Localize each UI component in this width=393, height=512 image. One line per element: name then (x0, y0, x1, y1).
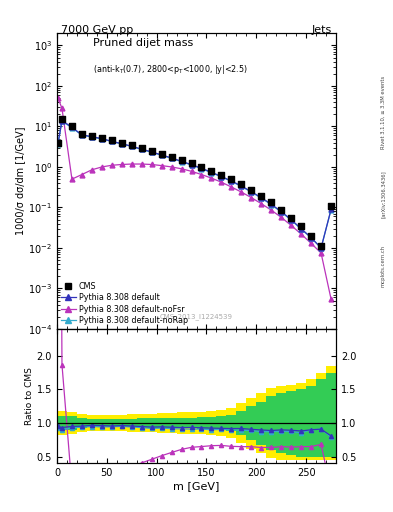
Point (228, 176, 235, 184)
Text: Jets: Jets (312, 25, 332, 35)
Point (198, 163, 205, 171)
Point (89, 132, 95, 140)
Text: CMS_2013_I1224539: CMS_2013_I1224539 (160, 313, 233, 320)
Point (119, 139, 125, 147)
Point (278, 206, 285, 214)
Point (218, 171, 224, 179)
Point (169, 153, 175, 161)
Y-axis label: Ratio to CMS: Ratio to CMS (25, 367, 34, 425)
Point (248, 186, 254, 194)
Point (288, 214, 294, 222)
Point (298, 222, 304, 230)
Y-axis label: 1000/σ dσ/dm [1/GeV]: 1000/σ dσ/dm [1/GeV] (15, 127, 25, 236)
Point (129, 141, 135, 150)
Point (188, 159, 195, 167)
Point (158, 150, 165, 158)
Text: Pruned dijet mass: Pruned dijet mass (93, 38, 193, 48)
Point (69, 122, 75, 131)
Point (268, 198, 274, 206)
X-axis label: m [GeV]: m [GeV] (173, 481, 220, 491)
Text: Rivet 3.1.10, ≥ 3.3M events: Rivet 3.1.10, ≥ 3.3M events (381, 76, 386, 150)
Point (99, 134, 105, 142)
Legend: CMS, Pythia 8.308 default, Pythia 8.308 default-noFsr, Pythia 8.308 default-noRa: CMS, Pythia 8.308 default, Pythia 8.308 … (61, 282, 188, 325)
Text: (anti-k$_\mathregular{T}$(0.7), 2800<p$_\mathregular{T}$<1000, |y|<2.5): (anti-k$_\mathregular{T}$(0.7), 2800<p$_… (93, 63, 248, 76)
Point (258, 191, 264, 200)
Point (238, 180, 244, 188)
Point (328, 202, 334, 210)
Point (55, 138, 61, 146)
Point (149, 147, 155, 155)
Point (178, 156, 185, 164)
Point (59, 115, 65, 123)
Point (308, 231, 314, 240)
Point (79, 130, 85, 138)
Text: mcplots.cern.ch: mcplots.cern.ch (381, 245, 386, 287)
Text: [arXiv:1306.3436]: [arXiv:1306.3436] (381, 170, 386, 219)
Point (208, 167, 215, 175)
Point (139, 144, 145, 152)
Point (108, 136, 115, 144)
Text: 7000 GeV pp: 7000 GeV pp (61, 25, 133, 35)
Point (318, 242, 324, 250)
